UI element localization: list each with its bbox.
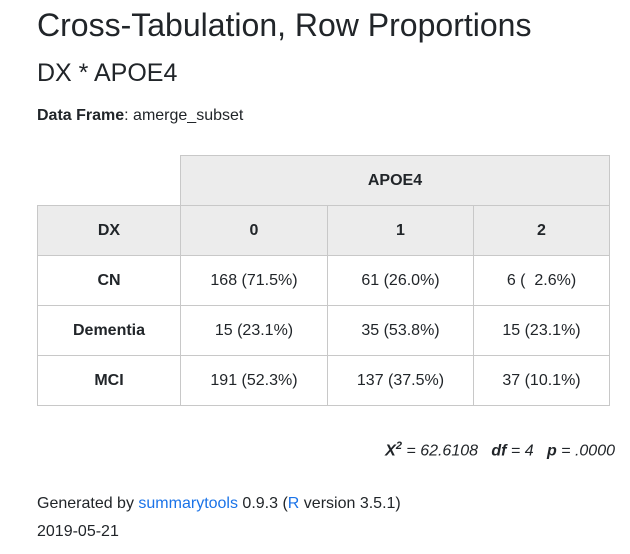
table-cell: 35 (53.8%) (327, 305, 474, 356)
generated-by-text: Generated by (37, 495, 139, 512)
col-group-header: APOE4 (180, 155, 610, 206)
p-label: p (546, 442, 557, 460)
df-label: df (491, 442, 507, 460)
r-link[interactable]: R (287, 495, 300, 512)
table-cell: 168 (71.5%) (180, 255, 328, 306)
chi-square-stats: X2 = 62.6108 df = 4 p = .0000 (37, 440, 615, 460)
cross-tab-table: APOE4 DX 0 1 2 CN 168 (71.5%) 61 (26.0%)… (37, 155, 610, 406)
row-label: MCI (37, 355, 181, 406)
report: Cross-Tabulation, Row Proportions DX * A… (37, 0, 617, 540)
table-cell: 6 ( 2.6%) (473, 255, 610, 306)
page-subtitle: DX * APOE4 (37, 59, 178, 87)
generated-date: 2019-05-21 (37, 523, 119, 540)
table-cell: 61 (26.0%) (327, 255, 474, 306)
table-cell: 15 (23.1%) (180, 305, 328, 356)
p-value: = .0000 (556, 442, 615, 460)
page-title: Cross-Tabulation, Row Proportions (37, 7, 532, 43)
chi-superscript: 2 (395, 440, 402, 452)
col-header-2: 2 (473, 205, 610, 256)
row-label: Dementia (37, 305, 181, 356)
chi-label: X (385, 442, 396, 460)
table-row: CN 168 (71.5%) 61 (26.0%) 6 ( 2.6%) (37, 255, 610, 306)
data-frame-value: : amerge_subset (124, 107, 244, 124)
data-frame-line: Data Frame: amerge_subset (37, 106, 617, 126)
table-cell: 191 (52.3%) (180, 355, 328, 406)
table-corner-blank (37, 155, 181, 206)
table-cell: 37 (10.1%) (473, 355, 610, 406)
chi-value: = 62.6108 (401, 442, 492, 460)
table-row: Dementia 15 (23.1%) 35 (53.8%) 15 (23.1%… (37, 305, 610, 356)
col-header-0: 0 (180, 205, 328, 256)
summarytools-link[interactable]: summarytools (138, 495, 238, 512)
r-version-text: version 3.5.1) (299, 495, 401, 512)
row-var-header: DX (37, 205, 181, 256)
col-header-1: 1 (327, 205, 474, 256)
table-cell: 15 (23.1%) (473, 305, 610, 356)
footer: Generated by summarytools 0.9.3 (R versi… (37, 490, 401, 546)
generated-line: Generated by summarytools 0.9.3 (R versi… (37, 490, 401, 518)
row-label: CN (37, 255, 181, 306)
table-cell: 137 (37.5%) (327, 355, 474, 406)
table-row: MCI 191 (52.3%) 137 (37.5%) 37 (10.1%) (37, 355, 610, 406)
tool-version-text: 0.9.3 ( (237, 495, 288, 512)
data-frame-label: Data Frame (37, 107, 125, 124)
df-value: = 4 (506, 442, 547, 460)
